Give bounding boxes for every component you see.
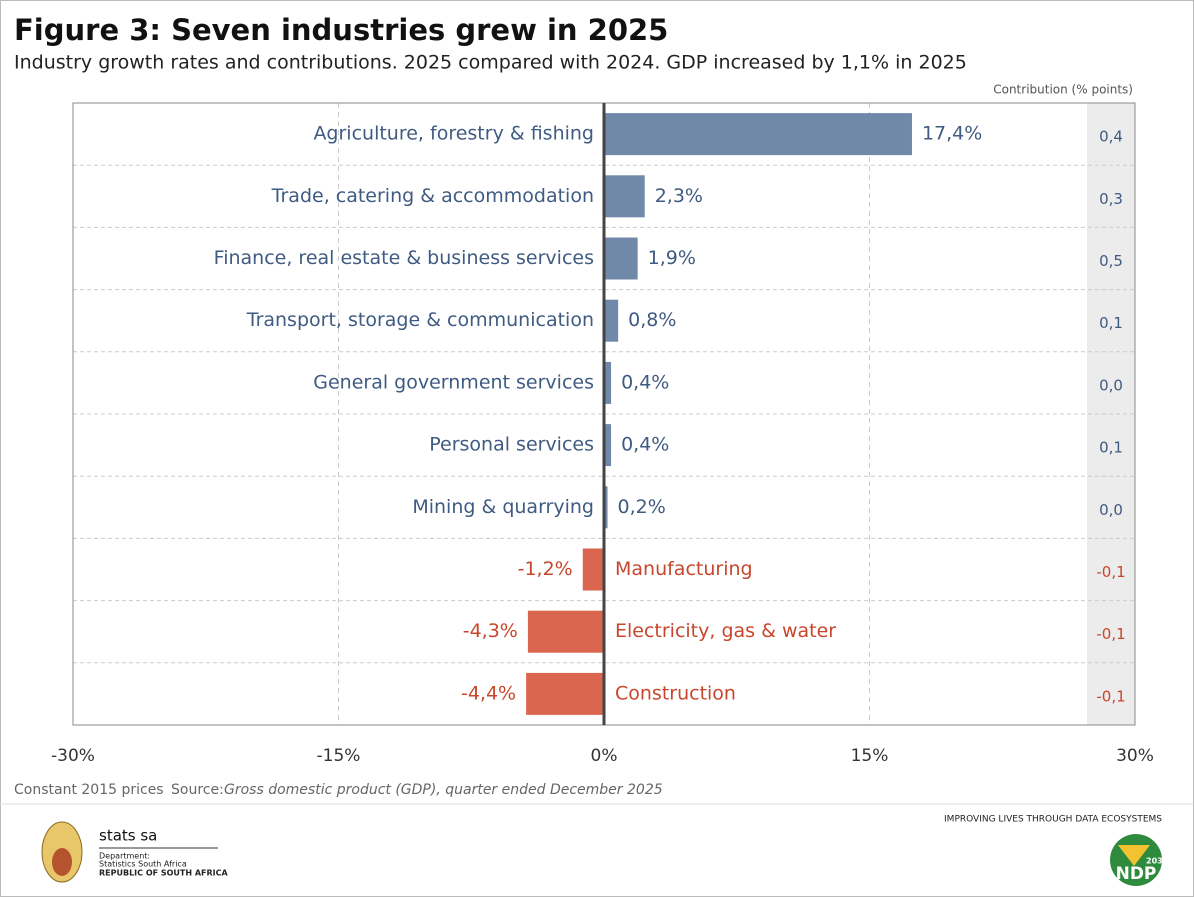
bar bbox=[527, 610, 604, 653]
contribution-label: -0,1 bbox=[1096, 563, 1125, 581]
brand-country: REPUBLIC OF SOUTH AFRICA bbox=[99, 869, 229, 878]
category-label: Trade, catering & accommodation bbox=[271, 185, 594, 207]
chart-subtitle: Industry growth rates and contributions.… bbox=[14, 52, 967, 74]
category-label: Electricity, gas & water bbox=[615, 620, 836, 642]
value-label: -1,2% bbox=[518, 558, 573, 580]
chart-title: Figure 3: Seven industries grew in 2025 bbox=[14, 13, 668, 47]
value-label: -4,3% bbox=[463, 620, 518, 642]
x-tick-label: 0% bbox=[591, 746, 618, 766]
value-label: 17,4% bbox=[922, 123, 982, 145]
plot: -30% -15% 0% 15% 30% 17,4% Agriculture, forest… bbox=[51, 102, 1154, 766]
x-tick-label: -15% bbox=[317, 746, 361, 766]
value-label: -4,4% bbox=[461, 682, 516, 704]
category-label: Mining & quarrying bbox=[412, 496, 594, 518]
brand-department: Department: bbox=[99, 852, 150, 861]
slogan: IMPROVING LIVES THROUGH DATA ECOSYSTEMS bbox=[944, 815, 1162, 825]
brand-agency: Statistics South Africa bbox=[99, 860, 187, 869]
value-label: 0,2% bbox=[618, 496, 666, 518]
x-tick-label: 30% bbox=[1116, 746, 1154, 766]
contribution-label: 0,1 bbox=[1099, 314, 1123, 332]
ndp-text: NDP bbox=[1116, 864, 1157, 884]
bar bbox=[604, 237, 638, 280]
category-label: Transport, storage & communication bbox=[246, 309, 594, 331]
contribution-label: 0,3 bbox=[1099, 190, 1123, 208]
value-label: 0,4% bbox=[621, 371, 669, 393]
contribution-title: Contribution (% points) bbox=[993, 83, 1133, 97]
value-label: 1,9% bbox=[648, 247, 696, 269]
value-label: 0,8% bbox=[628, 309, 676, 331]
contribution-label: -0,1 bbox=[1096, 687, 1125, 705]
category-label: General government services bbox=[313, 371, 594, 393]
contribution-label: 0,0 bbox=[1099, 501, 1123, 519]
bar bbox=[604, 424, 612, 467]
contribution-label: 0,1 bbox=[1099, 439, 1123, 457]
category-label: Personal services bbox=[429, 434, 594, 456]
source: Gross domestic product (GDP), quarter en… bbox=[224, 782, 663, 798]
ndp-year: 2030 bbox=[1146, 857, 1169, 866]
bar bbox=[604, 361, 612, 404]
value-label: 0,4% bbox=[621, 434, 669, 456]
category-label: Finance, real estate & business services bbox=[214, 247, 594, 269]
source-label: Source: bbox=[171, 782, 224, 798]
bar bbox=[582, 548, 604, 591]
coat-of-arms-shield bbox=[52, 848, 72, 876]
ndp-logo: 2030 NDP bbox=[1110, 834, 1169, 886]
bar bbox=[604, 299, 619, 342]
contribution-label: 0,0 bbox=[1099, 376, 1123, 394]
contribution-label: -0,1 bbox=[1096, 625, 1125, 643]
value-label: 2,3% bbox=[655, 185, 703, 207]
stats-sa-logo: stats sa Department: Statistics South Af… bbox=[41, 821, 229, 883]
category-label: Manufacturing bbox=[615, 558, 753, 580]
category-label: Construction bbox=[615, 682, 736, 704]
note: Constant 2015 prices bbox=[14, 782, 164, 798]
bar bbox=[526, 672, 604, 715]
ndp-flag bbox=[1118, 845, 1150, 866]
bar bbox=[604, 175, 645, 218]
bar bbox=[604, 113, 912, 156]
bar bbox=[604, 486, 608, 529]
contribution-label: 0,4 bbox=[1099, 128, 1123, 146]
x-tick-label: 15% bbox=[851, 746, 889, 766]
x-tick-label: -30% bbox=[51, 746, 95, 766]
contribution-label: 0,5 bbox=[1099, 252, 1123, 270]
brand-name: stats sa bbox=[99, 827, 157, 845]
category-label: Agriculture, forestry & fishing bbox=[313, 123, 594, 145]
